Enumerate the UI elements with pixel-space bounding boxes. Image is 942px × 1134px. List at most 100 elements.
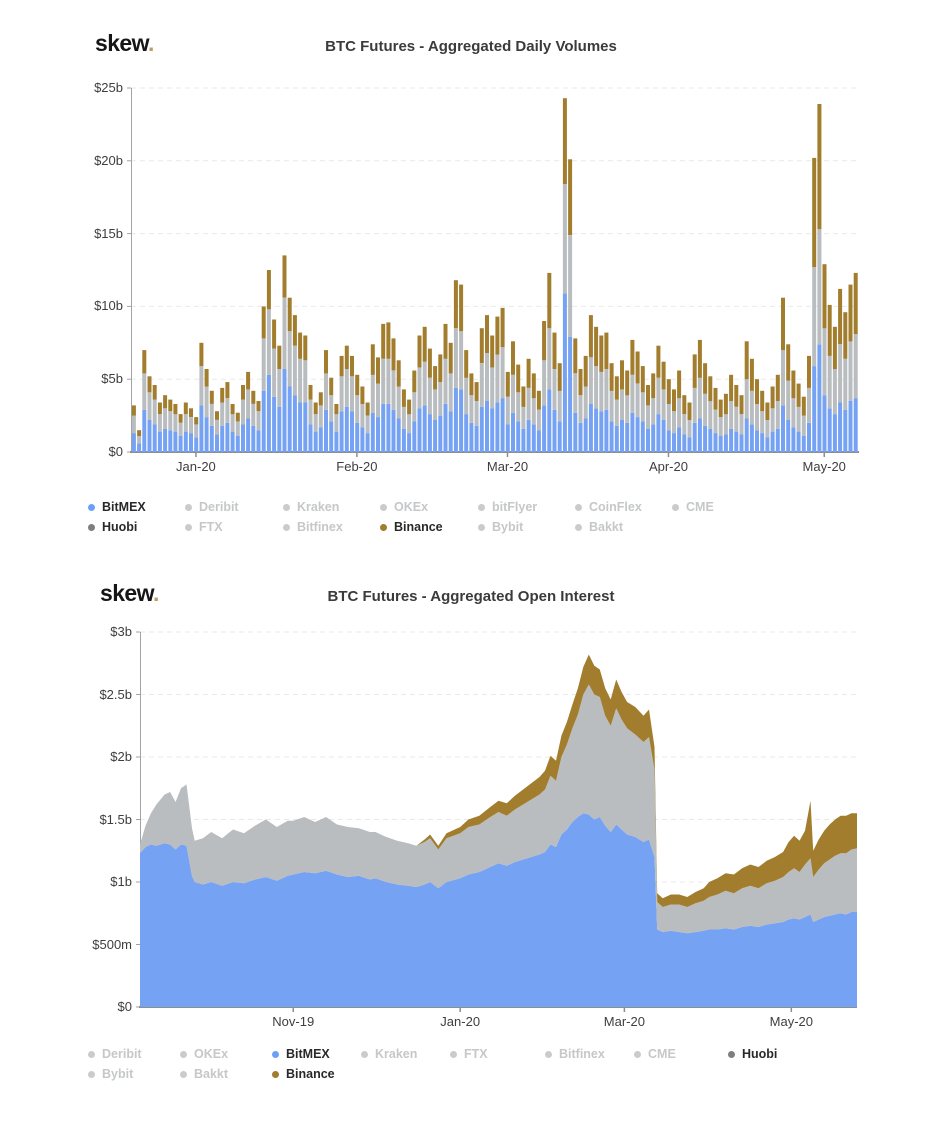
legend-item-deribit[interactable]: Deribit xyxy=(88,1046,180,1062)
legend-dot-deribit xyxy=(88,1050,95,1058)
legend-item-bitmex[interactable]: BitMEX xyxy=(272,1046,361,1062)
open-interest-plot[interactable] xyxy=(136,631,857,1012)
x-tick-label: Jan-20 xyxy=(440,1014,481,1029)
legend-dot-binance xyxy=(380,523,387,531)
skew-logo: skew. xyxy=(95,30,154,57)
legend-label: BitMEX xyxy=(286,1047,330,1061)
legend-item-coinflex[interactable]: CoinFlex xyxy=(575,499,672,515)
legend-label: Binance xyxy=(394,520,443,534)
legend-dot-bitmex xyxy=(272,1050,279,1058)
y-tick-label: $3b xyxy=(110,624,132,639)
legend-item-kraken[interactable]: Kraken xyxy=(283,499,380,515)
x-tick-label: Feb-20 xyxy=(336,459,378,474)
legend-dot-bybit xyxy=(88,1070,95,1078)
legend-label: Bitfinex xyxy=(297,520,343,534)
x-tick-label: Nov-19 xyxy=(272,1014,315,1029)
legend-label: OKEx xyxy=(194,1047,229,1061)
legend-label: FTX xyxy=(199,520,223,534)
legend-dot-okex xyxy=(180,1050,187,1058)
legend-item-huobi[interactable]: Huobi xyxy=(88,519,185,535)
x-tick-label: Mar-20 xyxy=(603,1014,645,1029)
y-tick-label: $2.5b xyxy=(99,686,132,702)
legend-item-bybit[interactable]: Bybit xyxy=(478,519,575,535)
chart-title-open-interest: BTC Futures - Aggregated Open Interest xyxy=(327,588,615,605)
legend-label: CME xyxy=(686,500,714,514)
skew-logo-dot: . xyxy=(148,30,154,56)
legend-item-bybit[interactable]: Bybit xyxy=(88,1066,180,1082)
x-tick-label: Jan-20 xyxy=(176,459,216,474)
legend-dot-bitfinex xyxy=(283,523,290,531)
x-tick-label: Mar-20 xyxy=(486,459,529,474)
legend-dot-bybit xyxy=(478,523,485,531)
legend-dot-cme xyxy=(634,1050,641,1058)
legend-dot-bitflyer xyxy=(478,503,485,511)
x-tick-label: May-20 xyxy=(802,459,846,474)
legend-item-binance[interactable]: Binance xyxy=(380,519,478,535)
legend-label: Bybit xyxy=(102,1067,134,1081)
legend-item-okex[interactable]: OKEx xyxy=(180,1046,272,1062)
legend-daily-volumes: BitMEX Deribit Kraken OKEx bitFlyer CoinFlex C… xyxy=(88,499,714,535)
legend-dot-kraken xyxy=(283,503,290,511)
legend-item-bitfinex[interactable]: Bitfinex xyxy=(283,519,380,535)
legend-dot-bakkt xyxy=(575,523,582,531)
y-tick-label: $10b xyxy=(94,298,123,314)
y-tick-label: $0 xyxy=(108,444,123,459)
legend-label: Bybit xyxy=(492,520,524,534)
binance-bars-layer xyxy=(131,98,858,436)
legend-label: OKEx xyxy=(394,500,429,514)
skew-logo: skew. xyxy=(100,580,159,607)
legend-label: Binance xyxy=(286,1067,335,1081)
legend-label: Bakkt xyxy=(589,520,624,534)
legend-label: Huobi xyxy=(742,1047,778,1061)
legend-item-bakkt[interactable]: Bakkt xyxy=(180,1066,272,1082)
legend-item-bakkt[interactable]: Bakkt xyxy=(575,519,672,535)
legend-item-huobi[interactable]: Huobi xyxy=(728,1046,777,1062)
skew-logo-dot: . xyxy=(153,580,159,606)
legend-dot-bitmex xyxy=(88,503,95,511)
legend-label: Deribit xyxy=(199,500,239,514)
skew-logo-text: skew xyxy=(100,580,154,606)
chart-title-daily-volumes: BTC Futures - Aggregated Daily Volumes xyxy=(325,38,617,55)
bitmex-bars-layer xyxy=(131,293,858,452)
legend-label: Deribit xyxy=(102,1047,142,1061)
legend-item-bitfinex[interactable]: Bitfinex xyxy=(545,1046,634,1062)
legend-dot-ftx xyxy=(450,1050,457,1058)
legend-dot-deribit xyxy=(185,503,192,511)
legend-item-ftx[interactable]: FTX xyxy=(185,519,283,535)
y-tick-label: $500m xyxy=(92,936,132,952)
legend-label: Kraken xyxy=(375,1047,418,1061)
legend-item-deribit[interactable]: Deribit xyxy=(185,499,283,515)
huobi-bars-layer xyxy=(131,184,858,444)
legend-item-kraken[interactable]: Kraken xyxy=(361,1046,450,1062)
legend-dot-okex xyxy=(380,503,387,511)
legend-dot-coinflex xyxy=(575,503,582,511)
legend-dot-huobi xyxy=(88,523,95,531)
legend-dot-ftx xyxy=(185,523,192,531)
bitmex-area xyxy=(140,813,857,1007)
legend-item-okex[interactable]: OKEx xyxy=(380,499,478,515)
legend-item-binance[interactable]: Binance xyxy=(272,1066,361,1082)
legend-item-bitflyer[interactable]: bitFlyer xyxy=(478,499,575,515)
daily-volumes-plot[interactable] xyxy=(127,87,859,457)
y-tick-label: $2b xyxy=(110,749,132,764)
legend-label: FTX xyxy=(464,1047,488,1061)
legend-item-bitmex[interactable]: BitMEX xyxy=(88,499,185,515)
legend-item-cme[interactable]: CME xyxy=(672,499,714,515)
legend-item-ftx[interactable]: FTX xyxy=(450,1046,545,1062)
y-tick-label: $20b xyxy=(94,152,123,168)
legend-label: Kraken xyxy=(297,500,340,514)
legend-dot-bitfinex xyxy=(545,1050,552,1058)
y-tick-label: $25b xyxy=(94,80,123,95)
y-tick-label: $5b xyxy=(101,371,123,387)
y-tick-label: $15b xyxy=(94,225,123,241)
legend-label: Huobi xyxy=(102,520,138,534)
legend-label: Bakkt xyxy=(194,1067,229,1081)
y-tick-label: $0 xyxy=(117,999,132,1014)
legend-open-interest: Deribit OKEx BitMEX Kraken FTX Bitfinex CME Huo… xyxy=(88,1046,777,1082)
y-tick-label: $1.5b xyxy=(99,811,132,827)
legend-item-cme[interactable]: CME xyxy=(634,1046,728,1062)
legend-dot-huobi xyxy=(728,1050,735,1058)
huobi-area xyxy=(140,684,857,934)
legend-label: CME xyxy=(648,1047,676,1061)
